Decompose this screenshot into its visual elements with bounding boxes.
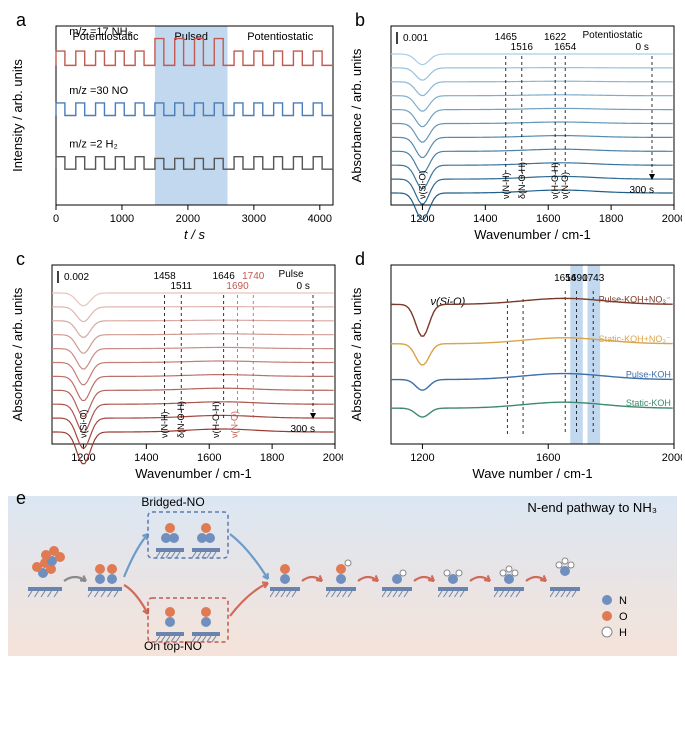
- svg-text:0.001: 0.001: [403, 33, 428, 44]
- svg-text:1743: 1743: [582, 273, 605, 284]
- svg-text:Pulse-KOH: Pulse-KOH: [626, 370, 671, 380]
- svg-text:N-end pathway to NH₃: N-end pathway to NH₃: [527, 500, 657, 515]
- svg-text:ν(H-O-H): ν(H-O-H): [550, 163, 560, 200]
- svg-text:Static-KOH: Static-KOH: [626, 398, 671, 408]
- svg-text:1511: 1511: [170, 281, 192, 292]
- svg-text:2000: 2000: [176, 213, 200, 225]
- panel-b-plot: 12001400160018002000Wavenumber / cm-1Abs…: [347, 8, 682, 243]
- panel-a: a PotentiostaticPulsedPotentiostatic0100…: [8, 8, 343, 243]
- svg-text:m/z =30 NO: m/z =30 NO: [69, 85, 128, 97]
- svg-text:t / s: t / s: [184, 227, 205, 242]
- svg-text:0.002: 0.002: [64, 272, 89, 283]
- svg-text:ν(H-O-H): ν(H-O-H): [211, 402, 221, 439]
- svg-text:0 s: 0 s: [636, 42, 649, 53]
- panel-e-schematic: N-end pathway to NH₃ Bridged-NO On top-NO N…: [8, 486, 677, 656]
- svg-text:m/z =17 NH₃: m/z =17 NH₃: [69, 26, 132, 38]
- svg-text:Absorbance / arb. units: Absorbance / arb. units: [349, 287, 364, 421]
- panel-b: b 12001400160018002000Wavenumber / cm-1A…: [347, 8, 682, 243]
- svg-text:Wavenumber / cm-1: Wavenumber / cm-1: [135, 466, 252, 481]
- svg-text:ν(N-O): ν(N-O): [229, 411, 239, 438]
- svg-text:H: H: [619, 627, 627, 639]
- panel-d-label: d: [355, 249, 365, 270]
- svg-text:N: N: [619, 595, 627, 607]
- svg-text:ν(N-H): ν(N-H): [501, 173, 511, 200]
- svg-text:On top-NO: On top-NO: [144, 639, 202, 653]
- svg-text:Static-KOH+NO₃⁻: Static-KOH+NO₃⁻: [599, 334, 671, 344]
- svg-text:ν(N-H): ν(N-H): [160, 412, 170, 439]
- svg-text:ν(Si-O): ν(Si-O): [430, 296, 465, 308]
- svg-text:3000: 3000: [242, 213, 266, 225]
- svg-text:ν(Si-O): ν(Si-O): [78, 410, 88, 439]
- svg-text:m/z =2 H₂: m/z =2 H₂: [69, 139, 118, 151]
- svg-text:Absorbance / arb. units: Absorbance / arb. units: [349, 48, 364, 182]
- svg-text:Intensity / arb. units: Intensity / arb. units: [10, 59, 25, 172]
- panel-a-plot: PotentiostaticPulsedPotentiostatic010002…: [8, 8, 343, 243]
- svg-text:1200: 1200: [410, 452, 434, 464]
- panel-a-label: a: [16, 10, 26, 31]
- svg-text:ν(N-O): ν(N-O): [560, 172, 570, 199]
- svg-text:δ(N-O-H): δ(N-O-H): [176, 401, 186, 438]
- panel-c-plot: 1200 1400 1600 1800 2000 Wavenumber / cm-1 Abs…: [8, 247, 343, 482]
- panel-d-plot: 1200 1600 2000 Wave number / cm-1 Absorbance…: [347, 247, 682, 482]
- svg-text:300 s: 300 s: [291, 424, 315, 435]
- svg-text:Potentiostatic: Potentiostatic: [583, 30, 643, 41]
- svg-text:Wave number / cm-1: Wave number / cm-1: [472, 466, 592, 481]
- svg-text:1200: 1200: [71, 452, 95, 464]
- svg-text:ν(Si-O): ν(Si-O): [417, 171, 427, 200]
- svg-text:1800: 1800: [260, 452, 284, 464]
- svg-text:2000: 2000: [662, 213, 682, 225]
- svg-text:Wavenumber / cm-1: Wavenumber / cm-1: [474, 227, 591, 242]
- figure-grid: a Potentiostatic Pulse d Potentiostatic 0 100…: [8, 8, 677, 656]
- panel-c-label: c: [16, 249, 25, 270]
- panel-c: c 1200 1400 1600 1800 2000 Wavenumber / cm-1 A…: [8, 247, 343, 482]
- svg-text:4000: 4000: [308, 213, 332, 225]
- panel-d: d 1200 1600 2000 Wave number / cm-1 Absorban…: [347, 247, 682, 482]
- svg-text:Potentiostatic: Potentiostatic: [247, 31, 314, 43]
- svg-text:Bridged-NO: Bridged-NO: [141, 495, 204, 509]
- svg-text:1516: 1516: [511, 42, 534, 53]
- panel-e: e N-end pathway to NH₃ Bridged-NO On top-N…: [8, 486, 682, 656]
- svg-text:0: 0: [53, 213, 59, 225]
- svg-text:1400: 1400: [473, 213, 497, 225]
- svg-text:Pulse: Pulse: [279, 269, 304, 280]
- svg-text:1800: 1800: [599, 213, 623, 225]
- panel-e-label: e: [16, 488, 26, 509]
- svg-text:O: O: [619, 611, 628, 623]
- svg-text:1400: 1400: [134, 452, 158, 464]
- svg-text:δ(N-O-H): δ(N-O-H): [517, 162, 527, 199]
- svg-text:1600: 1600: [536, 213, 560, 225]
- svg-text:2000: 2000: [323, 452, 343, 464]
- svg-text:1654: 1654: [554, 42, 577, 53]
- svg-text:Pulse-KOH+NO₃⁻: Pulse-KOH+NO₃⁻: [599, 294, 671, 304]
- svg-text:1600: 1600: [536, 452, 560, 464]
- svg-text:0 s: 0 s: [297, 281, 310, 292]
- svg-text:2000: 2000: [662, 452, 682, 464]
- svg-text:1000: 1000: [110, 213, 134, 225]
- svg-text:Absorbance / arb. units: Absorbance / arb. units: [10, 287, 25, 421]
- svg-text:1600: 1600: [197, 452, 221, 464]
- svg-text:1740: 1740: [242, 271, 265, 282]
- svg-text:1690: 1690: [226, 281, 249, 292]
- panel-b-label: b: [355, 10, 365, 31]
- svg-text:300 s: 300 s: [630, 185, 654, 196]
